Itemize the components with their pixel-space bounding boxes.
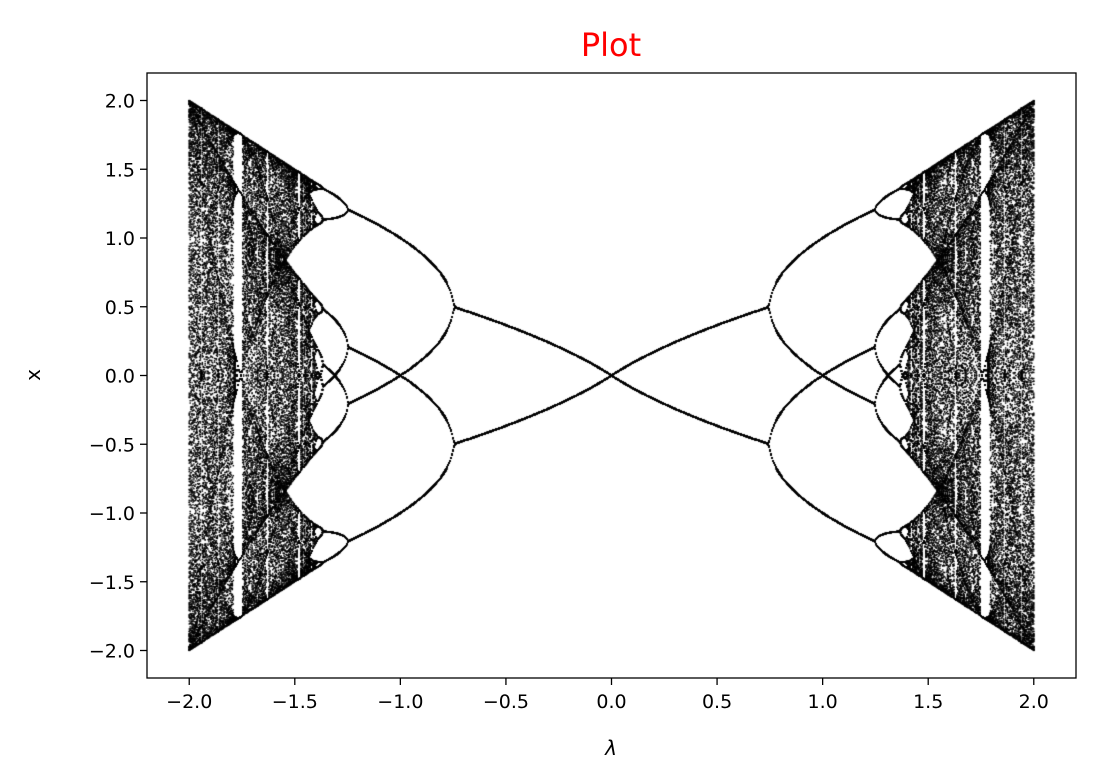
y-axis: −2.0 −1.5 −1.0 −0.5 0.0 0.5 1.0 1.5 2.0 [89,91,147,663]
scatter-points [147,73,1076,678]
y-tick-label: 2.0 [105,91,135,113]
y-tick-label: −0.5 [89,434,135,456]
y-tick-label: 0.5 [105,297,135,319]
y-tick-label: −1.5 [89,572,135,594]
x-tick-label: −2.0 [166,691,212,713]
x-tick-label: −0.5 [483,691,529,713]
x-axis-label: λ [604,736,617,760]
x-tick-label: −1.5 [272,691,318,713]
y-axis-label: x [21,369,45,381]
x-axis: −2.0 −1.5 −1.0 −0.5 0.0 0.5 1.0 1.5 2.0 [166,678,1049,713]
x-tick-label: 0.5 [702,691,732,713]
y-tick-label: −1.0 [89,503,135,525]
chart-title: Plot [581,26,641,64]
x-tick-label: 2.0 [1019,691,1049,713]
y-tick-label: 1.0 [105,228,135,250]
x-tick-label: 1.0 [808,691,838,713]
y-tick-label: −2.0 [89,641,135,663]
plot-area [147,73,1076,678]
x-tick-label: 1.5 [913,691,943,713]
y-tick-label: 1.5 [105,159,135,181]
x-tick-label: −1.0 [377,691,423,713]
x-tick-label: 0.0 [596,691,626,713]
plot-frame [146,72,1077,679]
y-tick-label: 0.0 [105,366,135,388]
scatter-canvas [147,73,1076,678]
